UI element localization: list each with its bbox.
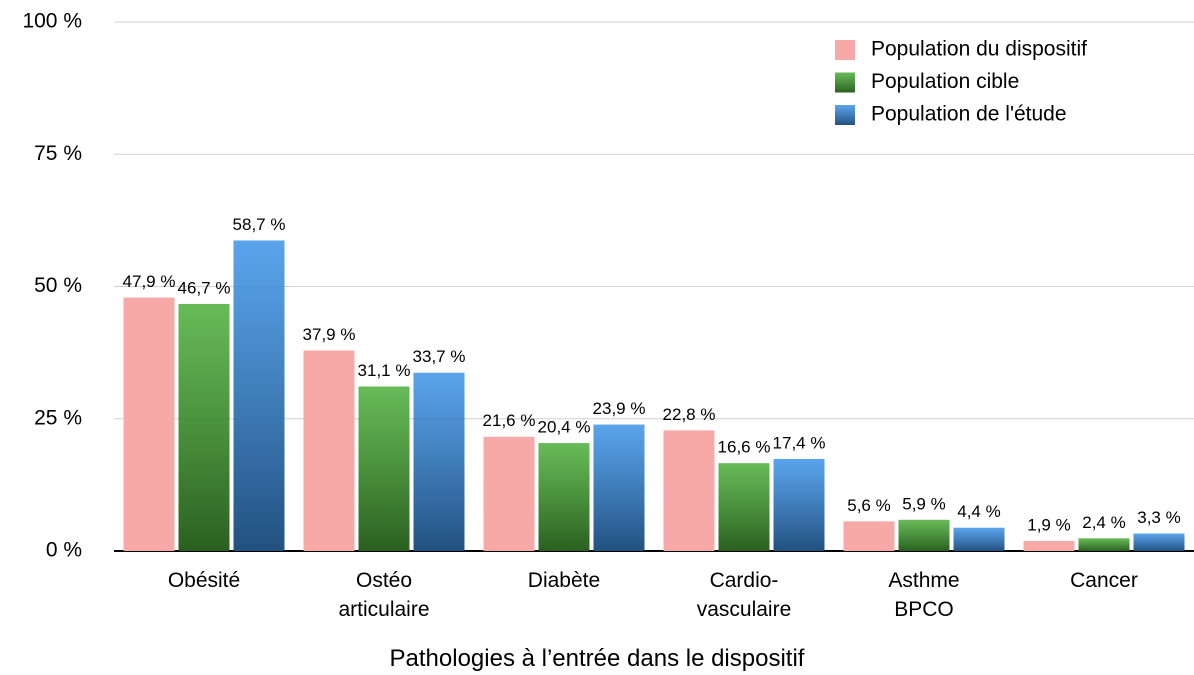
x-tick-label: Asthme BPCO	[888, 569, 960, 621]
y-tick-label: 50 %	[34, 274, 82, 297]
bar	[663, 430, 715, 551]
x-axis-title: Pathologies à l’entrée dans le dispositi…	[389, 645, 805, 672]
value-label: 4,4 %	[957, 502, 1000, 521]
legend-label: Population du dispositif	[871, 38, 1087, 61]
bar	[593, 424, 645, 551]
bar	[953, 527, 1005, 551]
x-tick-label: Cardio- vasculaire	[696, 569, 792, 621]
value-label: 47,9 %	[123, 272, 176, 291]
value-label: 17,4 %	[773, 433, 826, 452]
bar	[413, 372, 465, 551]
value-label: 1,9 %	[1027, 515, 1070, 534]
bar	[1078, 538, 1130, 551]
bar	[123, 297, 175, 551]
value-label: 16,6 %	[718, 438, 771, 457]
bar	[718, 463, 770, 551]
x-tick-label: Cancer	[1070, 569, 1138, 592]
value-label: 23,9 %	[593, 399, 646, 418]
bar	[303, 350, 355, 551]
bar	[1023, 540, 1075, 551]
bar	[233, 240, 285, 552]
bar	[358, 386, 410, 551]
y-tick-label: 75 %	[34, 142, 82, 165]
bar	[483, 436, 535, 551]
value-label: 58,7 %	[233, 215, 286, 234]
bar	[538, 443, 590, 551]
legend-label: Population cible	[871, 70, 1019, 93]
x-tick-label: Obésité	[167, 569, 241, 592]
bar	[178, 303, 230, 551]
value-label: 22,8 %	[663, 405, 716, 424]
bar	[843, 521, 895, 551]
x-tick-label: Diabète	[527, 569, 601, 592]
value-label: 20,4 %	[538, 418, 591, 437]
legend-swatch	[835, 105, 855, 125]
bar	[773, 458, 825, 551]
x-tick-label: Ostéo articulaire	[338, 569, 430, 621]
bar	[898, 519, 950, 551]
value-label: 2,4 %	[1082, 513, 1125, 532]
y-tick-label: 25 %	[34, 406, 82, 429]
legend-label: Population de l'étude	[871, 103, 1067, 126]
y-tick-label: 0 %	[46, 539, 82, 562]
value-label: 31,1 %	[358, 361, 411, 380]
value-label: 3,3 %	[1137, 508, 1180, 527]
legend-swatch	[835, 72, 855, 93]
value-label: 5,9 %	[902, 494, 945, 513]
y-tick-label: 100 %	[22, 10, 82, 33]
bar	[1133, 533, 1185, 551]
value-label: 37,9 %	[303, 325, 356, 344]
value-label: 46,7 %	[178, 278, 231, 297]
legend-swatch	[835, 40, 855, 60]
value-label: 33,7 %	[413, 347, 466, 366]
value-label: 5,6 %	[847, 496, 890, 515]
value-label: 21,6 %	[483, 411, 536, 430]
